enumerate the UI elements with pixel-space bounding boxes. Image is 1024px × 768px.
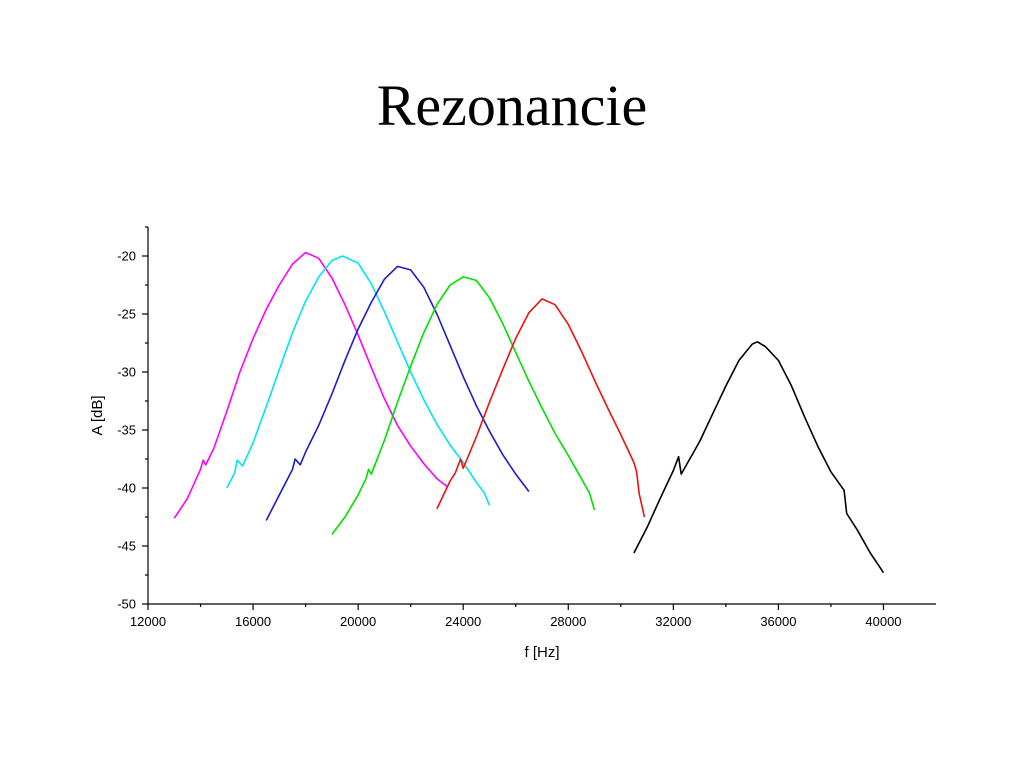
x-tick-label: 20000 (340, 614, 376, 629)
series-line-4 (331, 276, 596, 535)
x-tick-label: 24000 (445, 614, 481, 629)
x-tick-label: 32000 (655, 614, 691, 629)
series-line-3 (265, 265, 530, 521)
slide-title: Rezonancie (376, 73, 648, 138)
chart-series (173, 251, 885, 574)
y-tick-label: -35 (117, 423, 136, 438)
x-tick-label: 16000 (235, 614, 271, 629)
x-tick-label: 12000 (130, 614, 166, 629)
y-tick-label: -40 (117, 481, 136, 496)
x-tick-label: 36000 (760, 614, 796, 629)
y-tick-label: -50 (117, 597, 136, 612)
y-tick-label: -20 (117, 249, 136, 264)
series-line-1 (173, 251, 448, 519)
y-tick-label: -30 (117, 365, 136, 380)
y-tick-label: -45 (117, 539, 136, 554)
y-axis-title: A [dB] (89, 395, 106, 435)
x-tick-label: 28000 (550, 614, 586, 629)
chart-axes: 12000 16000 20000 24000 28000 32000 36000 40000… (117, 226, 936, 629)
x-axis-title: f [Hz] (524, 644, 559, 661)
y-tick-label: -25 (117, 307, 136, 322)
series-line-2 (226, 255, 491, 506)
series-line-6 (633, 340, 885, 574)
series-line-5 (436, 298, 646, 518)
x-tick-label: 40000 (865, 614, 901, 629)
